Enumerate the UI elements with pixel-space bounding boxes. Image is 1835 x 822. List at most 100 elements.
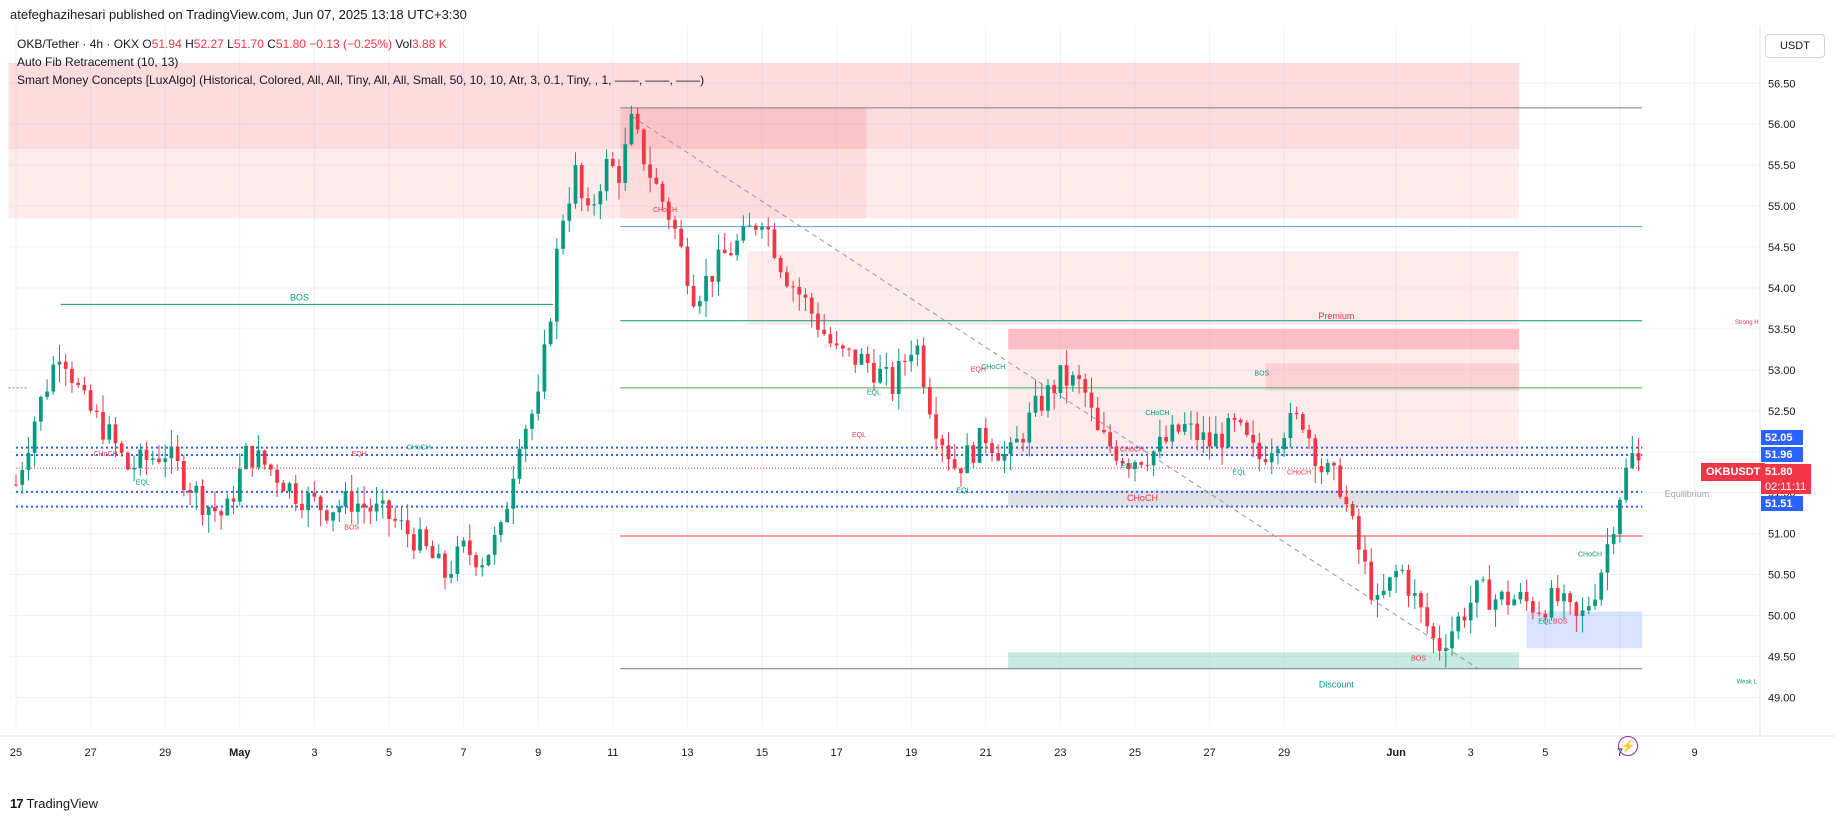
candle-body (1145, 464, 1150, 466)
candle-body (722, 249, 727, 254)
tradingview-logo-icon: 17 (10, 796, 24, 811)
premium-zone (1008, 328, 1520, 456)
candle-body (1549, 588, 1554, 618)
candle-body (1151, 451, 1156, 466)
strong-high-block (1008, 328, 1520, 350)
x-tick-label: 9 (1691, 747, 1697, 759)
x-tick-label: 5 (386, 747, 392, 759)
candle-body (977, 427, 982, 463)
smc-label: CHoCH (1578, 552, 1602, 559)
x-tick-label: 27 (1203, 747, 1215, 759)
candle-body (107, 424, 112, 440)
publisher-text: atefeghazihesari published on TradingVie… (10, 7, 467, 22)
smc-label: EQL (852, 432, 866, 439)
x-tick-label: 29 (159, 747, 171, 759)
x-tick-label: 5 (1542, 747, 1548, 759)
candle-body (797, 286, 802, 295)
candle-body (909, 354, 914, 362)
x-tick-label: 25 (1129, 747, 1141, 759)
candle-body (175, 446, 180, 462)
candle-body (1475, 580, 1479, 603)
lightning-icon[interactable]: ⚡ (1618, 736, 1638, 756)
candle-body (101, 411, 105, 440)
candle-body (293, 483, 298, 504)
candle-body (642, 129, 646, 165)
candle-body (716, 249, 721, 282)
candle-body (1170, 424, 1175, 442)
candle-body (1189, 423, 1193, 425)
candle-body (213, 507, 217, 512)
candle-body (430, 546, 435, 559)
candle-body (281, 482, 286, 492)
candle-body (287, 483, 292, 492)
supply-zone-top (8, 62, 1520, 219)
y-tick-label: 52.50 (1768, 406, 1796, 418)
x-tick-label: 11 (607, 747, 618, 759)
candle-body (32, 421, 37, 453)
candle-body (368, 507, 373, 512)
candle-body (959, 468, 963, 474)
candle-body (467, 540, 472, 556)
candle-body (169, 446, 174, 459)
y-tick-label: 55.00 (1768, 201, 1796, 213)
candle-body (1375, 594, 1380, 600)
candle-body (412, 534, 416, 551)
candle-body (94, 410, 99, 412)
candle-body (356, 503, 360, 512)
candle-body (1176, 424, 1181, 432)
vol-value: 3.88 K (412, 37, 447, 51)
candle-body (26, 452, 31, 470)
candle-body (337, 506, 342, 513)
candle-body (778, 257, 783, 273)
candle-body (697, 301, 702, 307)
smc-label: BOS (1411, 656, 1426, 663)
currency-selector[interactable]: USDT (1765, 34, 1825, 58)
candle-body (548, 321, 553, 345)
x-tick-label: 25 (10, 747, 22, 759)
candle-body (1462, 616, 1467, 621)
candle-body (530, 413, 534, 429)
candle-body (1257, 442, 1262, 460)
candle-body (685, 246, 690, 286)
y-tick-label: 49.50 (1768, 651, 1796, 663)
candle-body (1468, 602, 1473, 621)
candle-body (561, 220, 565, 249)
indicator-fib[interactable]: Auto Fib Retracement (10, 13) (17, 55, 179, 69)
chart-legend: OKB/Tether · 4h · OKX O51.94 H52.27 L51.… (17, 35, 704, 89)
candle-body (256, 450, 261, 468)
candle-body (1282, 438, 1287, 450)
chart-area[interactable]: BOS CHoCH EQL EQH CHoCH BOS CHoCH EQL EQH CHoCH EQ… (0, 26, 1835, 796)
candle-body (604, 158, 609, 192)
candle-body (952, 459, 957, 469)
close-value: 51.80 (275, 37, 306, 51)
candle-body (1027, 412, 1032, 443)
price-chart[interactable]: BOSCHoCHEQLEQHCHoCHBOSCHoCHEQLEQHCHoCHEQ… (0, 26, 1835, 796)
high-value: 52.27 (193, 37, 224, 51)
candle-body (691, 285, 696, 307)
x-tick-label: 29 (1278, 747, 1290, 759)
ticker-tag: OKBUSDT (1701, 463, 1766, 481)
candle-body (1294, 412, 1299, 415)
symbol-line[interactable]: OKB/Tether · 4h · OKX (17, 37, 140, 51)
smc-label: EQL (956, 488, 970, 495)
candle-body (1313, 438, 1318, 466)
smc-label: Premium (1318, 311, 1354, 321)
candle-body (1064, 365, 1069, 386)
candle-body (1406, 569, 1411, 596)
price-tag-3: 51.51 (1761, 496, 1803, 511)
x-tick-label: 9 (535, 747, 541, 759)
candle-body (915, 345, 920, 355)
indicator-smc[interactable]: Smart Money Concepts [LuxAlgo] (Historic… (17, 73, 705, 87)
y-tick-label: 50.00 (1768, 610, 1796, 622)
low-value: 51.70 (233, 37, 264, 51)
footer-brand[interactable]: 17 TradingView (10, 796, 98, 811)
candle-body (878, 368, 882, 383)
candle-body (1518, 591, 1523, 600)
candle-body (865, 353, 870, 363)
candle-body (1164, 436, 1168, 442)
candle-body (1437, 638, 1442, 651)
candle-body (492, 534, 497, 555)
smc-label: BOS (344, 525, 359, 532)
candle-body (1443, 648, 1448, 651)
candle-body (343, 491, 348, 507)
